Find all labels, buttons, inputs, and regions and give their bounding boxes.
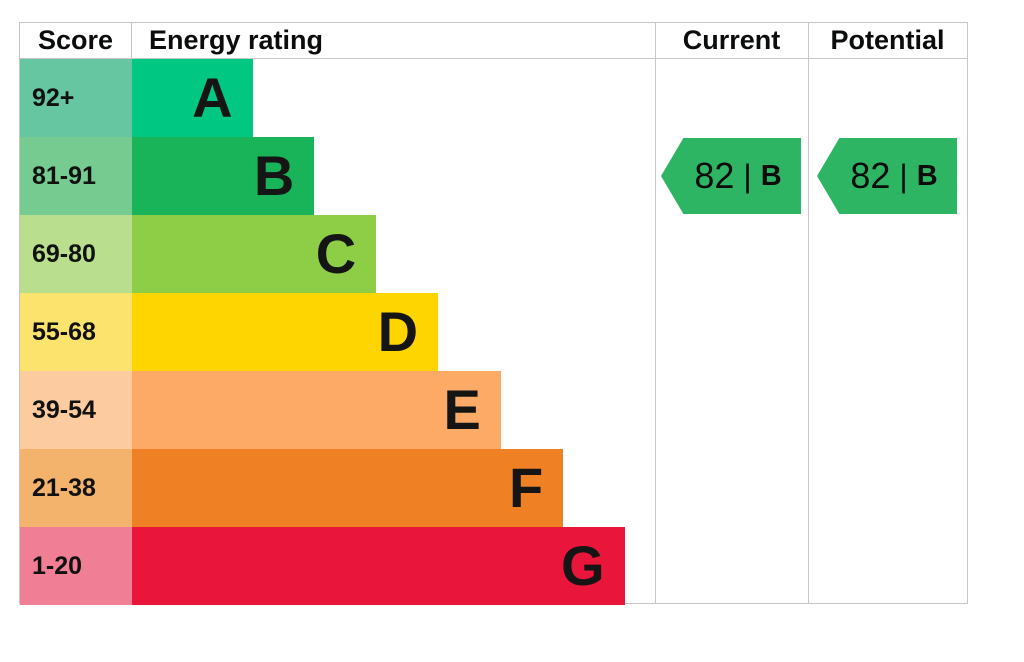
band-row: 39-54 E	[20, 371, 656, 449]
bar-area: C	[132, 215, 656, 293]
bar-area: E	[132, 371, 656, 449]
rating-letter: B	[253, 144, 295, 207]
band-rows: 92+ A 81-91 B 69-80 C 55-68 D	[20, 59, 656, 605]
epc-rating-table: Score Energy rating Current Potential 92…	[19, 22, 968, 605]
current-rating-band: B	[760, 159, 782, 192]
header-potential: Potential	[830, 25, 945, 55]
bar-area: B	[132, 137, 656, 215]
potential-rating-value: 82	[850, 155, 891, 196]
current-rating-separator: |	[743, 157, 752, 194]
band-row: 69-80 C	[20, 215, 656, 293]
header-energy-rating: Energy rating	[149, 25, 324, 55]
bar-area: F	[132, 449, 656, 527]
potential-rating-badge: 82 | B	[817, 138, 957, 214]
rating-letter: F	[509, 456, 544, 519]
score-cell: 81-91	[20, 137, 132, 215]
rating-bar: E	[132, 371, 501, 449]
band-row: 1-20 G	[20, 527, 656, 605]
bar-area: A	[132, 59, 656, 137]
table-header-row: Score Energy rating Current Potential	[20, 23, 967, 59]
score-cell: 21-38	[20, 449, 132, 527]
rating-bar: G	[132, 527, 625, 605]
band-row: 55-68 D	[20, 293, 656, 371]
score-cell: 69-80	[20, 215, 132, 293]
rating-letter: A	[192, 66, 233, 129]
header-score: Score	[20, 23, 132, 58]
rating-letter: E	[443, 378, 481, 441]
potential-rating-separator: |	[899, 157, 908, 194]
band-row: 21-38 F	[20, 449, 656, 527]
score-cell: 55-68	[20, 293, 132, 371]
rating-bar: B	[132, 137, 315, 215]
rating-bar: D	[132, 293, 439, 371]
rating-bar: A	[132, 59, 253, 137]
rating-bar: C	[132, 215, 377, 293]
score-cell: 39-54	[20, 371, 132, 449]
rating-letter: C	[315, 222, 357, 285]
rating-letter: D	[377, 300, 419, 363]
score-cell: 1-20	[20, 527, 132, 605]
potential-column-divider	[808, 23, 809, 603]
bar-area: D	[132, 293, 656, 371]
rating-letter: G	[560, 534, 605, 597]
potential-rating-band: B	[916, 159, 938, 192]
current-rating-badge: 82 | B	[661, 138, 801, 214]
band-row: 81-91 B	[20, 137, 656, 215]
rating-bar: F	[132, 449, 564, 527]
bar-area: G	[132, 527, 656, 605]
current-rating-value: 82	[694, 155, 735, 196]
score-cell: 92+	[20, 59, 132, 137]
current-column-divider	[655, 23, 656, 603]
header-current: Current	[682, 25, 781, 55]
band-row: 92+ A	[20, 59, 656, 137]
